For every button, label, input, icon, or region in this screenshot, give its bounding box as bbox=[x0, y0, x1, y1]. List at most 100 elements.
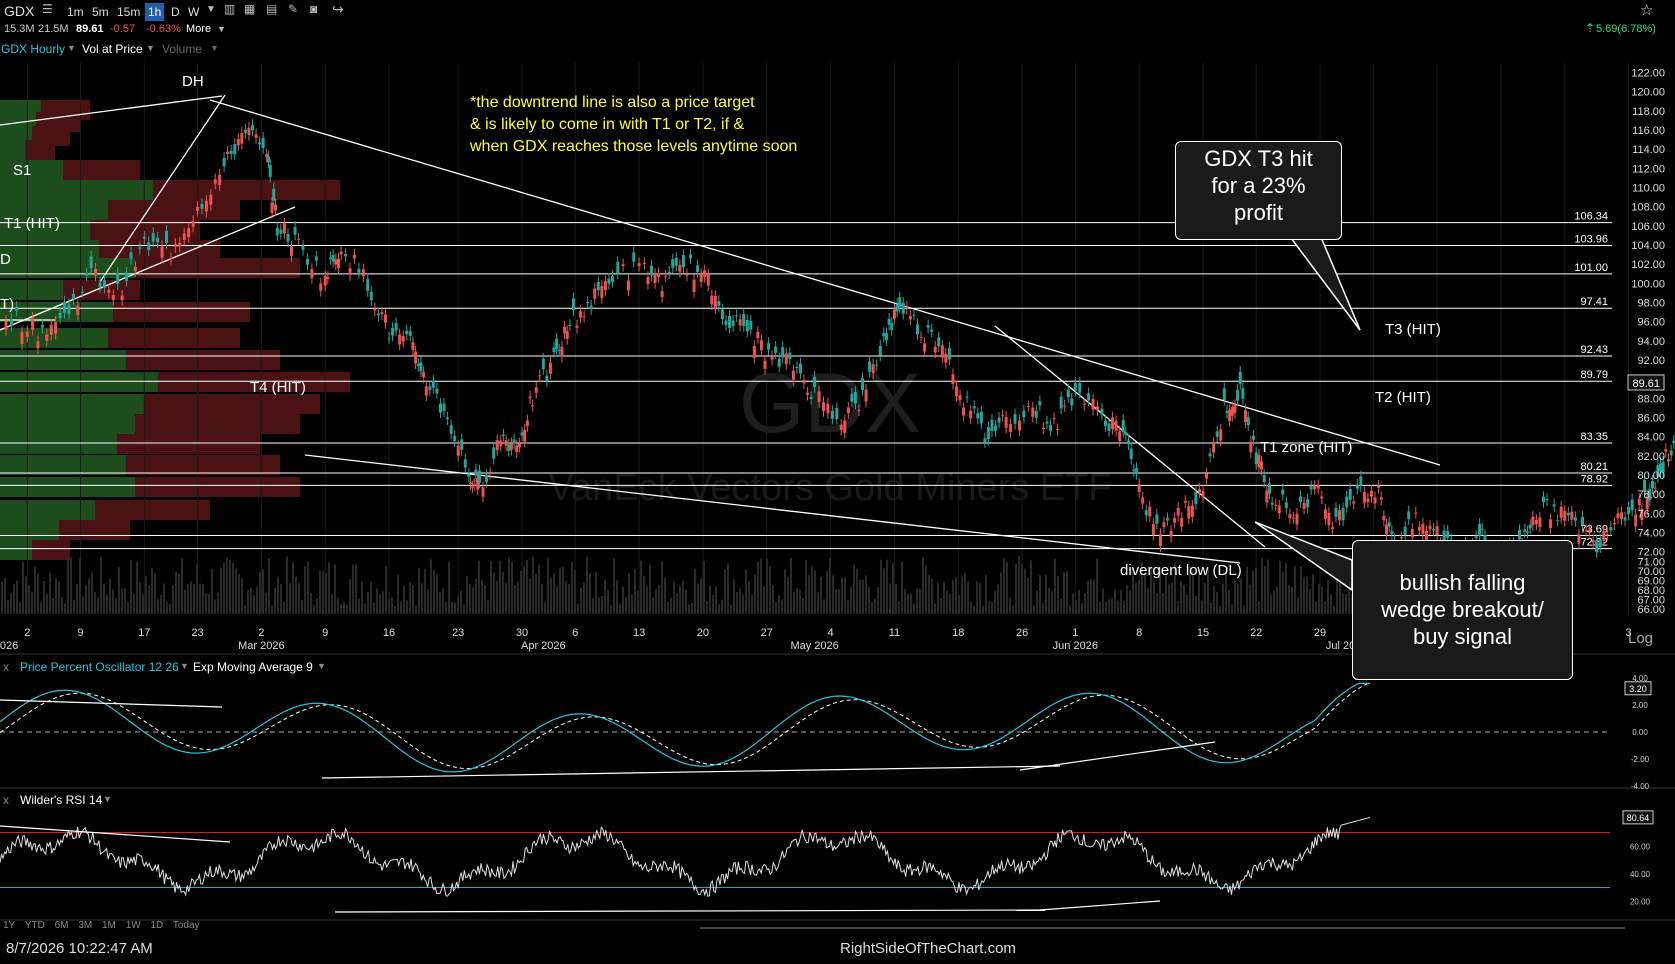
price-candle bbox=[706, 274, 710, 286]
chevron-down-icon[interactable]: ▼ bbox=[217, 24, 226, 34]
price-candle bbox=[1148, 506, 1152, 517]
star-icon[interactable]: ☆ bbox=[1640, 2, 1654, 19]
price-candle bbox=[209, 194, 213, 205]
channel-upper-line bbox=[99, 94, 226, 283]
camera-icon[interactable]: ◙ bbox=[310, 2, 318, 16]
close-icon[interactable]: x bbox=[3, 793, 9, 807]
chevron-down-icon[interactable]: ▼ bbox=[317, 661, 326, 671]
price-candle bbox=[1249, 441, 1253, 453]
pencil-icon[interactable]: ✎ bbox=[288, 2, 299, 16]
list-icon[interactable]: ☰ bbox=[42, 2, 53, 16]
chevron-down-icon[interactable]: ▼ bbox=[210, 43, 219, 53]
range-6m[interactable]: 6M bbox=[54, 920, 69, 931]
price-candle bbox=[791, 370, 795, 380]
close-icon[interactable]: x bbox=[3, 660, 9, 674]
price-candle bbox=[864, 389, 868, 402]
range-1d[interactable]: 1D bbox=[150, 920, 164, 931]
rsi-divergence-line bbox=[334, 909, 1046, 913]
price-candle bbox=[1118, 431, 1122, 441]
interval-1h[interactable]: 1h bbox=[145, 3, 165, 21]
vap-bar-up bbox=[0, 394, 144, 414]
vap-bar-down bbox=[113, 302, 250, 322]
interval-1m[interactable]: 1m bbox=[67, 5, 84, 19]
share-icon[interactable]: ↪ bbox=[332, 1, 344, 17]
series-label[interactable]: GDX Hourly bbox=[1, 42, 66, 56]
price-candle bbox=[111, 295, 115, 300]
rsi-divergence-line bbox=[0, 825, 231, 843]
interval-d[interactable]: D bbox=[171, 5, 180, 19]
price-candle bbox=[1155, 514, 1159, 524]
volume-label[interactable]: Volume bbox=[162, 42, 203, 56]
bars-icon[interactable]: ▦ bbox=[244, 2, 256, 16]
more-button[interactable]: More bbox=[186, 23, 212, 35]
price-candle bbox=[1048, 425, 1052, 431]
price-candle bbox=[1260, 461, 1264, 470]
rsi-axis-tick: 40.00 bbox=[1630, 870, 1651, 879]
chevron-down-icon[interactable]: ▼ bbox=[206, 4, 216, 15]
interval-w[interactable]: W bbox=[188, 5, 200, 19]
range-3m[interactable]: 3M bbox=[78, 920, 93, 931]
price-candle bbox=[1620, 512, 1624, 520]
ppo-label[interactable]: Price Percent Oscillator 12 26 bbox=[20, 660, 179, 674]
price-candle bbox=[383, 314, 387, 323]
price-candle bbox=[352, 254, 356, 259]
rsi-axis-tick: 20.00 bbox=[1630, 897, 1651, 906]
price-candle bbox=[603, 281, 607, 291]
range-1w[interactable]: 1W bbox=[125, 920, 141, 931]
price-candle bbox=[107, 289, 111, 293]
price-candle bbox=[63, 301, 67, 313]
date-tick: 13 bbox=[633, 627, 645, 639]
price-candle bbox=[357, 268, 361, 273]
vol-at-price-label[interactable]: Vol at Price bbox=[82, 42, 143, 56]
price-candle bbox=[538, 375, 542, 377]
range-1m[interactable]: 1M bbox=[102, 920, 116, 931]
price-candle bbox=[660, 291, 664, 298]
ppo-divergence-line bbox=[1019, 741, 1216, 771]
price-candle bbox=[1651, 480, 1655, 489]
price-candle bbox=[9, 319, 13, 326]
date-tick: 15 bbox=[1197, 627, 1209, 639]
price-candle bbox=[481, 487, 485, 497]
price-candle bbox=[45, 334, 49, 341]
price-candle bbox=[1215, 431, 1219, 437]
price-candle bbox=[983, 438, 987, 443]
price-candle bbox=[178, 242, 182, 247]
range-1y[interactable]: 1Y bbox=[3, 920, 16, 931]
level-label: 92.43 bbox=[1580, 344, 1608, 356]
ppo-ma-label[interactable]: Exp Moving Average 9 bbox=[193, 660, 313, 674]
ppo-axis-tick: 0.00 bbox=[1632, 728, 1648, 737]
level-label: 106.34 bbox=[1574, 211, 1608, 223]
price-candle bbox=[1352, 501, 1356, 504]
price-candle bbox=[1403, 526, 1407, 535]
price-candle bbox=[1667, 459, 1670, 462]
vap-bar-down bbox=[25, 140, 55, 160]
chart-type-icon[interactable]: ▥ bbox=[224, 2, 236, 16]
price-candle bbox=[593, 288, 597, 299]
interval-5m[interactable]: 5m bbox=[92, 5, 109, 19]
rsi-label[interactable]: Wilder's RSI 14 bbox=[20, 793, 103, 807]
price-candle bbox=[470, 486, 474, 488]
price-candle bbox=[965, 396, 969, 398]
price-candle bbox=[545, 375, 549, 381]
price-candle bbox=[1183, 500, 1187, 503]
range-today[interactable]: Today bbox=[172, 920, 200, 931]
price-candle bbox=[976, 413, 980, 419]
interval-15m[interactable]: 15m bbox=[117, 5, 141, 19]
price-candle bbox=[275, 228, 279, 236]
price-candle bbox=[1556, 520, 1560, 522]
ppo-axis-tick: -4.00 bbox=[1631, 782, 1650, 791]
symbol-input[interactable]: GDX bbox=[4, 3, 35, 19]
price-candle bbox=[1334, 507, 1338, 517]
price-candle bbox=[937, 337, 941, 347]
vap-bar-down bbox=[126, 350, 280, 370]
chevron-down-icon[interactable]: ▼ bbox=[67, 43, 76, 53]
chevron-down-icon[interactable]: ▼ bbox=[103, 794, 112, 804]
price-candle bbox=[102, 280, 106, 288]
price-candle bbox=[731, 320, 735, 327]
calculator-icon[interactable]: ▤ bbox=[266, 2, 278, 16]
log-toggle[interactable]: Log bbox=[1628, 630, 1654, 647]
date-tick: 9 bbox=[322, 627, 328, 639]
range-ytd[interactable]: YTD bbox=[24, 920, 45, 931]
chevron-down-icon[interactable]: ▼ bbox=[180, 661, 189, 671]
chevron-down-icon[interactable]: ▼ bbox=[146, 43, 155, 53]
